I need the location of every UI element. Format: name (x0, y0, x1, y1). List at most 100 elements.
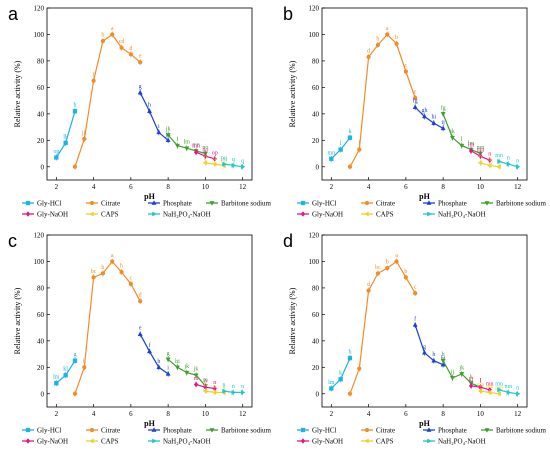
significance-label: jk (449, 129, 455, 135)
significance-label: hi (431, 115, 436, 121)
legend-swatch-marker (89, 200, 95, 206)
x-tick-label: 12 (514, 410, 522, 418)
significance-label: d (367, 48, 370, 54)
x-tick-label: 12 (514, 183, 522, 191)
legend-swatch-marker (427, 211, 432, 217)
legend-label: Gly-HCl (37, 427, 62, 435)
data-point (193, 381, 199, 388)
series-line (139, 92, 169, 141)
y-tick-label: 120 (34, 5, 45, 13)
significance-label: q (213, 156, 216, 162)
data-point (165, 371, 171, 376)
data-point (146, 348, 153, 354)
data-point (137, 331, 143, 337)
significance-label: ij (441, 120, 445, 126)
data-point (385, 265, 390, 271)
significance-label: h (442, 352, 445, 358)
data-point (347, 391, 353, 396)
legend-item: CAPS (86, 438, 119, 446)
y-axis-label: Relative activity (%) (13, 60, 22, 127)
data-point (184, 370, 190, 376)
y-tick-label: 100 (309, 31, 320, 39)
panel-letter: b (283, 4, 293, 24)
significance-label: a (111, 253, 114, 259)
y-tick-label: 100 (34, 31, 45, 39)
legend-swatch-marker (151, 200, 157, 205)
data-point (459, 143, 465, 149)
data-point (184, 146, 190, 152)
legend-label: CAPS (376, 438, 394, 446)
y-tick-label: 80 (37, 284, 45, 292)
data-point (449, 376, 455, 381)
data-point (203, 153, 208, 160)
data-point (486, 162, 492, 168)
data-point (412, 104, 418, 110)
significance-label: b (101, 33, 104, 39)
significance-label: fg (441, 104, 446, 111)
significance-label: no (202, 148, 208, 154)
series-3: g h ijk (137, 84, 171, 144)
significance-label: b (376, 37, 379, 43)
legend-swatch-marker (209, 428, 215, 433)
significance-label: l (480, 379, 482, 385)
significance-label: n (213, 384, 216, 390)
x-tick-label: 6 (404, 183, 408, 191)
x-axis-label: pH (419, 192, 430, 201)
series-line (139, 333, 169, 375)
y-tick-label: 60 (37, 311, 45, 319)
data-point (165, 357, 171, 363)
significance-label: jk (183, 364, 189, 370)
legend-label: Barbitone sodium (496, 200, 547, 208)
data-point (440, 112, 446, 117)
significance-label: cd (119, 39, 125, 45)
significance-label: a (386, 26, 389, 32)
plot-frame (46, 234, 253, 408)
legend-item: NaH₂PO₄-NaOH (423, 211, 486, 219)
significance-label: n (507, 156, 510, 162)
data-point (357, 366, 362, 371)
legend-label: Citrate (376, 427, 395, 435)
x-tick-label: 8 (441, 410, 445, 418)
legend-swatch-marker (484, 428, 490, 433)
data-point (413, 95, 418, 101)
legend-label: NaH₂PO₄-NaOH (438, 438, 486, 446)
significance-label: mn (495, 381, 503, 387)
plot-frame (321, 7, 528, 181)
significance-label: mn (486, 381, 494, 387)
significance-label: jk (81, 130, 87, 136)
legend-swatch-marker (364, 438, 369, 444)
x-tick-label: 10 (202, 183, 210, 191)
significance-label: h (73, 103, 76, 109)
series-4: jkl lm mn no (165, 127, 208, 157)
y-tick-label: 20 (312, 364, 320, 372)
significance-label: mn (477, 148, 485, 154)
data-point (146, 108, 153, 113)
data-point (440, 125, 446, 131)
data-point (231, 162, 237, 168)
data-point (91, 78, 96, 83)
y-tick-label: 100 (34, 258, 45, 266)
data-point (240, 389, 246, 395)
legend-label: NaH₂PO₄-NaOH (163, 438, 211, 446)
data-point (347, 355, 353, 361)
x-tick-label: 2 (55, 183, 59, 191)
legend-label: Citrate (101, 200, 120, 208)
legend-label: Gly-HCl (37, 200, 62, 208)
series-line (414, 106, 444, 129)
data-point (82, 365, 87, 370)
significance-label: jk (193, 367, 199, 373)
data-point (403, 69, 409, 74)
data-point (412, 322, 418, 327)
x-tick-label: 2 (330, 410, 334, 418)
data-point (329, 386, 334, 391)
significance-label: l (461, 137, 463, 143)
significance-label: g (423, 344, 426, 350)
significance-label: f (93, 71, 95, 78)
panel-b: b 0 20 40 60 80 100 120 2 4 6 8 10 12 pH Relative activ… (283, 4, 547, 219)
significance-label: n (488, 157, 491, 163)
significance-label: n (213, 380, 216, 386)
significance-label: lk (63, 134, 68, 140)
significance-label: h (148, 103, 151, 109)
